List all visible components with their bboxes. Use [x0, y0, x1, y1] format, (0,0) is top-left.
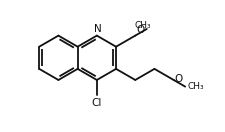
Text: CH₃: CH₃: [135, 21, 151, 30]
Text: O: O: [136, 25, 145, 34]
Text: O: O: [175, 74, 183, 84]
Text: Cl: Cl: [92, 98, 102, 108]
Text: N: N: [94, 24, 102, 34]
Text: CH₃: CH₃: [187, 82, 204, 91]
